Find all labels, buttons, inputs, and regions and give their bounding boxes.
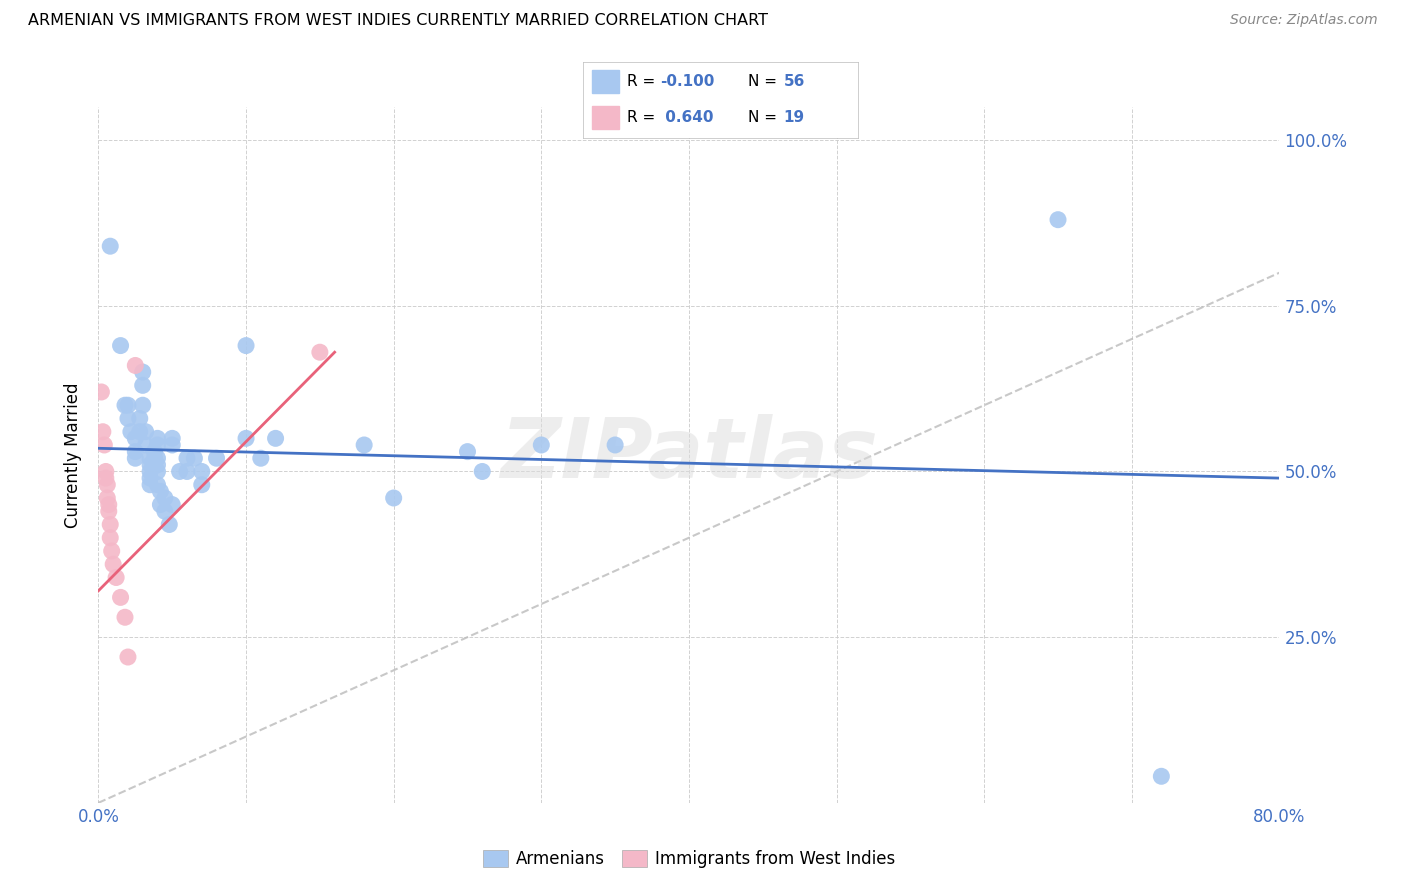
Text: ARMENIAN VS IMMIGRANTS FROM WEST INDIES CURRENTLY MARRIED CORRELATION CHART: ARMENIAN VS IMMIGRANTS FROM WEST INDIES … <box>28 13 768 29</box>
Point <box>132 398 155 412</box>
Point <box>250 451 273 466</box>
Point <box>146 465 169 479</box>
Point <box>90 384 112 399</box>
Point <box>530 438 553 452</box>
Text: 19: 19 <box>783 110 804 125</box>
Point <box>117 398 139 412</box>
Point <box>135 438 157 452</box>
Point <box>162 498 183 512</box>
Point <box>117 411 139 425</box>
Point <box>191 465 214 479</box>
Point <box>169 465 191 479</box>
Point <box>471 465 494 479</box>
Point <box>114 610 136 624</box>
Point <box>162 438 183 452</box>
FancyBboxPatch shape <box>592 106 619 129</box>
Point <box>139 465 162 479</box>
Point <box>183 451 205 466</box>
Point <box>103 558 125 572</box>
Point <box>353 438 375 452</box>
Point <box>139 451 162 466</box>
Point <box>162 431 183 445</box>
Point <box>146 458 169 472</box>
Point <box>91 425 114 439</box>
Point <box>605 438 627 452</box>
Point <box>128 411 150 425</box>
Point <box>264 431 287 445</box>
Point <box>128 425 150 439</box>
Point <box>94 471 117 485</box>
Point <box>117 650 139 665</box>
Point <box>124 451 146 466</box>
Point <box>456 444 478 458</box>
Point <box>382 491 405 505</box>
Point <box>97 498 120 512</box>
Point <box>205 451 228 466</box>
Point <box>110 338 132 352</box>
Point <box>124 431 146 445</box>
Point <box>98 531 121 545</box>
Point <box>153 491 176 505</box>
Y-axis label: Currently Married: Currently Married <box>65 382 83 528</box>
Point <box>132 378 155 392</box>
Text: R =: R = <box>627 110 661 125</box>
Point <box>139 477 162 491</box>
Point <box>120 425 142 439</box>
Point <box>96 491 118 505</box>
Text: 0.640: 0.640 <box>661 110 714 125</box>
Point <box>139 471 162 485</box>
Text: ZIPatlas: ZIPatlas <box>501 415 877 495</box>
Point <box>191 477 214 491</box>
Point <box>132 365 155 379</box>
Text: -0.100: -0.100 <box>661 73 714 88</box>
Point <box>96 477 118 491</box>
Point <box>235 338 257 352</box>
Point <box>309 345 332 359</box>
Point <box>149 484 172 499</box>
Point <box>143 444 166 458</box>
Point <box>139 458 162 472</box>
Point <box>146 438 169 452</box>
Point <box>98 517 121 532</box>
Point <box>153 504 176 518</box>
Point <box>98 239 121 253</box>
Point <box>114 398 136 412</box>
Point <box>124 359 146 373</box>
Point <box>235 431 257 445</box>
Legend: Armenians, Immigrants from West Indies: Armenians, Immigrants from West Indies <box>477 843 901 874</box>
Point <box>143 458 166 472</box>
Point <box>176 465 198 479</box>
Point <box>146 451 169 466</box>
Point <box>97 504 120 518</box>
Text: N =: N = <box>748 73 782 88</box>
Text: 56: 56 <box>783 73 806 88</box>
Point <box>110 591 132 605</box>
Point <box>149 498 172 512</box>
Point <box>124 444 146 458</box>
Text: R =: R = <box>627 73 661 88</box>
Text: N =: N = <box>748 110 782 125</box>
Point <box>105 570 128 584</box>
Point <box>146 477 169 491</box>
Point <box>93 438 115 452</box>
Point <box>94 465 117 479</box>
Point <box>143 451 166 466</box>
Point <box>135 425 157 439</box>
Text: Source: ZipAtlas.com: Source: ZipAtlas.com <box>1230 13 1378 28</box>
Point <box>1150 769 1173 783</box>
Point <box>100 544 122 558</box>
Point <box>157 517 180 532</box>
Point <box>1046 212 1069 227</box>
Point <box>176 451 198 466</box>
Point <box>146 431 169 445</box>
FancyBboxPatch shape <box>592 70 619 93</box>
